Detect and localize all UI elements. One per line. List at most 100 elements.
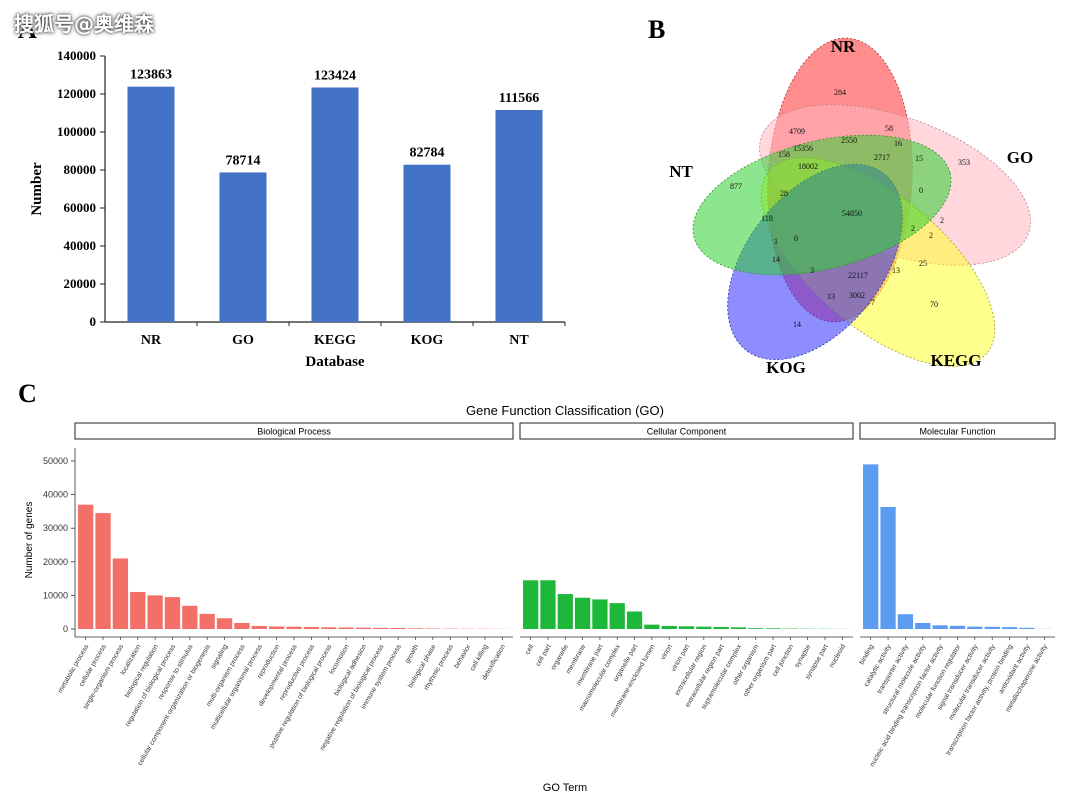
bar-macromolecular-complex <box>609 603 625 629</box>
bar-value-label: 78714 <box>226 153 261 168</box>
bar-nt <box>495 110 543 322</box>
venn-region-label: 284 <box>834 88 846 97</box>
venn-set-label-nt: NT <box>669 162 693 181</box>
bar-value-label: 123424 <box>314 68 356 83</box>
bar-antioxidant-activity <box>1019 627 1035 629</box>
venn-region-label: 353 <box>958 158 970 167</box>
y-axis-title: Number <box>29 162 45 216</box>
x-tick-label: transcription factor activity, protein b… <box>945 643 1014 756</box>
venn-region-label: 118 <box>761 214 773 223</box>
bar-transporter-activity <box>897 614 914 629</box>
bar-membrane <box>574 597 591 629</box>
bar-signal-transducer-activity <box>967 626 983 629</box>
bar-negative-regulation-of-biological-process <box>373 627 389 629</box>
bar-value-label: 123863 <box>130 68 172 83</box>
venn-region-label: 16 <box>894 139 902 148</box>
venn-region-label: 2717 <box>874 153 890 162</box>
facet-header-label: Biological Process <box>257 427 331 437</box>
x-tick-label: synapse <box>794 643 813 669</box>
bar-binding <box>863 464 879 629</box>
y-tick-label: 120000 <box>57 86 96 101</box>
venn-region-label: 28 <box>780 189 788 198</box>
venn-region-label: 2550 <box>841 136 857 145</box>
bar-catalytic-activity <box>880 507 896 629</box>
venn-region-label: 3002 <box>849 291 865 300</box>
venn-set-label-nr: NR <box>831 37 856 56</box>
bar-multi-organism-process <box>234 622 250 629</box>
y-tick-label: 80000 <box>64 162 97 177</box>
bar-growth <box>407 628 424 629</box>
y-tick-label: 60000 <box>64 200 97 215</box>
bar-immune-system-process <box>390 627 406 629</box>
bar-metabolic-process <box>78 504 94 629</box>
venn-region-label: 13 <box>892 266 900 275</box>
y-tick-label: 10000 <box>43 590 68 600</box>
bar-kegg <box>311 87 359 322</box>
bar-molecular-transducer-activity <box>984 626 1000 629</box>
venn-region-label: 3 <box>810 266 814 275</box>
venn-set-label-kog: KOG <box>766 358 806 377</box>
bar-cell <box>523 580 539 629</box>
venn-region-label: 2 <box>940 216 944 225</box>
venn-set-label-kegg: KEGG <box>930 351 981 370</box>
bar-organelle <box>557 594 573 629</box>
bar-membrane-part <box>592 599 608 629</box>
bar-positive-regulation-of-biological-process <box>321 627 337 629</box>
bar-response-to-stimulus <box>182 605 198 629</box>
y-tick-label: 0 <box>90 314 97 329</box>
facet-header-label: Molecular Function <box>919 427 995 437</box>
x-tick-label: NT <box>509 333 529 348</box>
bar-nucleic-acid-binding-transcription-factor-activity <box>932 625 948 629</box>
bar-cellular-process <box>95 513 111 629</box>
venn-region-label: 25 <box>919 259 927 268</box>
facet-header-label: Cellular Component <box>647 427 727 437</box>
bar-value-label: 111566 <box>499 91 539 106</box>
venn-region-label: 18002 <box>798 162 818 171</box>
bar-supramolecular-complex <box>730 627 747 629</box>
venn-region-label: 58 <box>885 124 893 133</box>
bar-transcription-factor-activity-protein-binding <box>1001 627 1018 629</box>
bar-cellular-component-organization-or-biogenesis <box>199 613 215 629</box>
bar-cell-part <box>540 580 556 629</box>
chart-title: Gene Function Classification (GO) <box>466 403 664 418</box>
database-annotation-bar-chart: 0 20000 40000 60000 80000 100000 120000 140000 1… <box>29 48 566 370</box>
y-tick-label: 0 <box>63 624 68 634</box>
annotation-venn-diagram: NR GO KEGG KOG NT 284 4709 58 2550 16 15… <box>669 37 1033 377</box>
bar-other-organism-part <box>765 628 781 629</box>
x-tick-label: binding <box>858 643 875 666</box>
y-tick-label: 20000 <box>43 557 68 567</box>
bar-nr <box>127 86 175 322</box>
bar-virion-part <box>678 626 695 629</box>
venn-region-label: 14 <box>793 320 801 329</box>
y-tick-label: 40000 <box>43 490 68 500</box>
bar-reproduction <box>269 626 285 629</box>
bar-kog <box>403 164 451 322</box>
venn-region-label: 14 <box>772 255 780 264</box>
bar-locomotion <box>338 627 354 629</box>
bar-developmental-process <box>286 626 302 629</box>
bar-structural-molecule-activity <box>915 622 931 629</box>
venn-region-label: 0 <box>919 186 923 195</box>
venn-set-nt <box>692 134 952 276</box>
bar-biological-regulation <box>147 595 163 629</box>
x-axis-title: GO Term <box>543 782 587 794</box>
y-tick-label: 100000 <box>57 124 96 139</box>
bar-multicellular-organismal-process <box>251 625 267 629</box>
venn-region-label: 15 <box>915 154 923 163</box>
x-tick-label: cell part <box>535 643 553 667</box>
panel-label-c: C <box>18 379 37 408</box>
venn-region-label: 4709 <box>789 127 805 136</box>
panel-label-b: B <box>648 15 665 44</box>
facet-header-biological-process <box>74 422 514 440</box>
bar-biological-adhesion <box>355 627 372 629</box>
x-tick-label: cell <box>524 643 535 656</box>
venn-set-label-go: GO <box>1007 148 1033 167</box>
bar-membrane-enclosed-lumen <box>644 624 660 629</box>
bar-other-organism <box>748 628 764 629</box>
bar-localization <box>130 592 146 629</box>
y-axis-title: Number of genes <box>24 502 35 579</box>
venn-region-label: 0 <box>794 234 798 243</box>
bar-biological-phase <box>425 628 441 629</box>
venn-region-label: 877 <box>730 182 742 191</box>
bar-extracellular-region <box>696 626 712 629</box>
